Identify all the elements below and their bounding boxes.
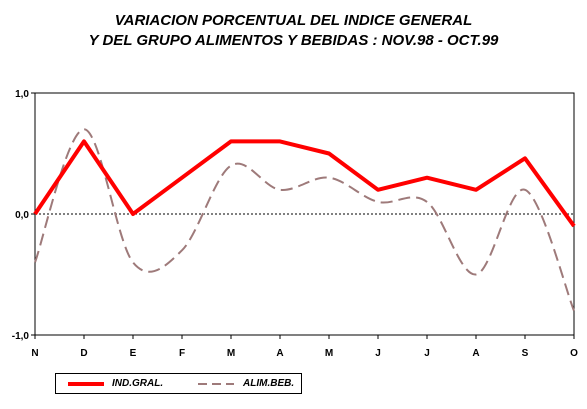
- y-tick-label: -1,0: [12, 331, 30, 342]
- x-tick-label: D: [80, 348, 87, 359]
- y-tick-label: 1,0: [15, 89, 29, 100]
- series-layer: [33, 128, 576, 312]
- y-axis: 1,0 0,0 -1,0: [12, 89, 35, 342]
- chart-title-line-1: VARIACION PORCENTUAL DEL INDICE GENERAL: [114, 12, 473, 29]
- x-tick-label: J: [375, 348, 381, 359]
- chart-title-line-2: Y DEL GRUPO ALIMENTOS Y BEBIDAS : NOV.98…: [88, 32, 499, 49]
- x-tick-label: M: [227, 348, 235, 359]
- x-tick-label: J: [424, 348, 430, 359]
- legend-swatch-alim-beb: [198, 383, 234, 385]
- x-tick-label: O: [570, 348, 578, 359]
- series-line-ind-gral: [33, 139, 576, 228]
- x-tick-label: M: [325, 348, 333, 359]
- legend-label-ind-gral: IND.GRAL.: [112, 378, 164, 389]
- x-tick-label: E: [130, 348, 137, 359]
- x-tick-label: A: [472, 348, 479, 359]
- legend: IND.GRAL. ALIM.BEB.: [55, 373, 302, 394]
- x-tick-label: N: [31, 348, 38, 359]
- x-tick-label: F: [179, 348, 185, 359]
- series-line-alim-beb: [34, 128, 575, 312]
- y-tick-label: 0,0: [15, 210, 29, 221]
- legend-swatch-ind-gral: [68, 382, 104, 386]
- x-tick-label: S: [522, 348, 529, 359]
- x-tick-label: A: [276, 348, 283, 359]
- legend-label-alim-beb: ALIM.BEB.: [243, 378, 295, 389]
